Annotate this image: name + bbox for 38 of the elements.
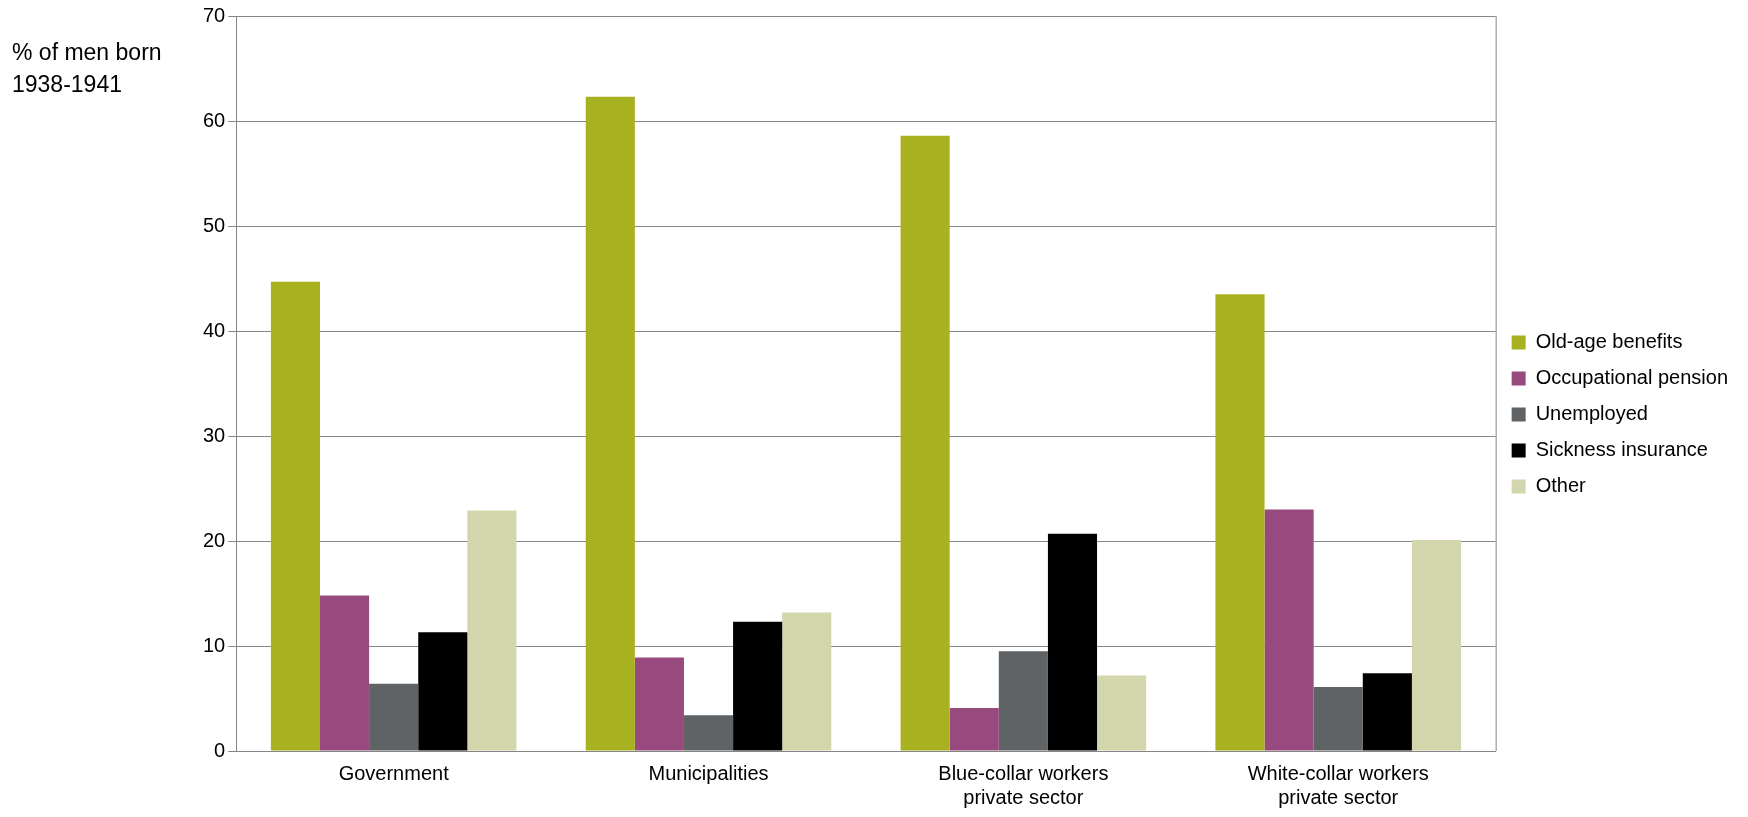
bar [1215,294,1265,751]
bar [270,281,320,751]
x-tick-label: Government [338,761,450,784]
legend-label: Other [1535,474,1587,497]
bar [1047,533,1098,751]
bar [683,715,734,751]
y-tick-label: 30 [203,423,226,446]
legend-label: Old-age benefits [1535,330,1683,353]
bar [1097,675,1147,751]
y-tick-label: 50 [203,213,226,236]
bar [1411,539,1462,751]
bar [1313,686,1363,751]
bar [634,657,684,751]
y-tick-label: 20 [203,528,226,551]
legend-label: Sickness insurance [1535,438,1708,461]
bar [320,595,370,751]
bar [369,683,419,751]
x-tick-label: Municipalities [648,761,769,784]
bar [782,612,832,751]
bar [467,510,517,751]
y-tick-label: 40 [203,318,226,341]
legend-label: Unemployed [1535,402,1648,425]
x-tick-label: White-collar workers private sector [1247,761,1429,808]
y-axis-title: % of men born 1938-1941 [12,38,163,99]
bar [949,707,999,751]
y-tick-label: 60 [203,108,226,131]
bar [733,621,783,751]
y-tick-label: 10 [203,633,226,656]
y-tick-label: 0 [214,738,226,761]
bar [418,632,468,751]
bar [585,96,635,751]
bar [998,651,1048,751]
x-tick-label: Blue-collar workers private sector [938,761,1109,808]
bar [900,135,950,751]
legend-label: Occupational pension [1535,366,1729,389]
bar [1362,673,1412,751]
y-tick-label: 70 [203,3,226,26]
bar [1264,509,1314,751]
